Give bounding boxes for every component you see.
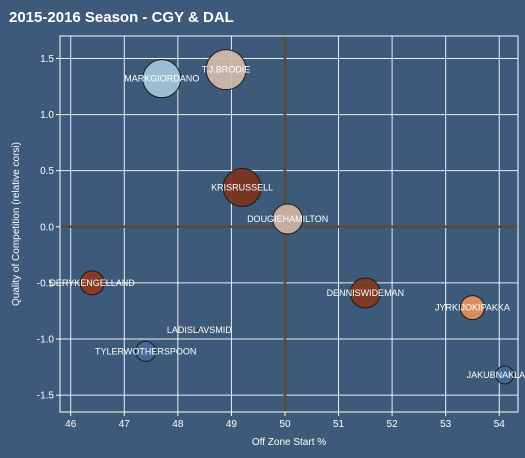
y-tick-label: -1.5 (37, 391, 55, 402)
x-tick-label: 46 (65, 419, 77, 430)
bubbles (79, 49, 515, 385)
point-label: MARKGIORDANO (124, 74, 199, 84)
y-tick-label: 1.5 (40, 54, 54, 65)
point-label: LADISLAVSMID (167, 325, 232, 335)
bubble-point (349, 277, 381, 309)
x-axis-label: Off Zone Start % (252, 437, 326, 448)
point-label: T.J.BRODIE (202, 65, 251, 75)
x-axis-ticks: 46 47 48 49 50 51 52 53 54 (65, 412, 505, 430)
point-label: JAKUBNAKLADAL (467, 370, 525, 380)
y-tick-label: -1.0 (37, 335, 55, 346)
x-tick-label: 49 (226, 419, 238, 430)
bubble-point (197, 328, 202, 333)
x-tick-label: 52 (387, 419, 399, 430)
bubble-point (222, 168, 262, 208)
bubble-point (495, 365, 515, 385)
x-tick-label: 48 (172, 419, 184, 430)
y-tick-label: 0.5 (40, 166, 54, 177)
point-label: JYRKIJOKIPAKKA (435, 303, 510, 313)
y-tick-label: 1.0 (40, 110, 54, 121)
x-tick-label: 47 (119, 419, 131, 430)
point-label: DOUGIEHAMILTON (247, 214, 328, 224)
point-label: DERYKENGELLAND (49, 278, 135, 288)
bubble-point (135, 340, 157, 362)
y-axis-ticks: -1.5 -1.0 -0.5 0.0 0.5 1.0 1.5 (37, 54, 60, 402)
bubble-point (272, 203, 304, 235)
plot-frame (59, 35, 519, 413)
point-label: TYLERWOTHERSPOON (95, 346, 196, 356)
y-tick-label: -0.5 (37, 278, 55, 289)
bubble-point (79, 270, 105, 296)
x-tick-label: 54 (494, 419, 506, 430)
bubble-point (142, 59, 182, 99)
x-tick-label: 50 (279, 419, 291, 430)
chart-title: 2015-2016 Season - CGY & DAL (9, 9, 234, 26)
point-label: DENNISWIDEMAN (327, 288, 405, 298)
y-axis-label: Quality of Competition (relative corsi) (11, 142, 22, 306)
bubble-point (205, 49, 247, 91)
x-tick-label: 51 (333, 419, 345, 430)
x-tick-label: 53 (440, 419, 452, 430)
bubble-point (459, 295, 485, 321)
point-label: KRISRUSSELL (211, 183, 273, 193)
y-tick-label: 0.0 (40, 222, 54, 233)
